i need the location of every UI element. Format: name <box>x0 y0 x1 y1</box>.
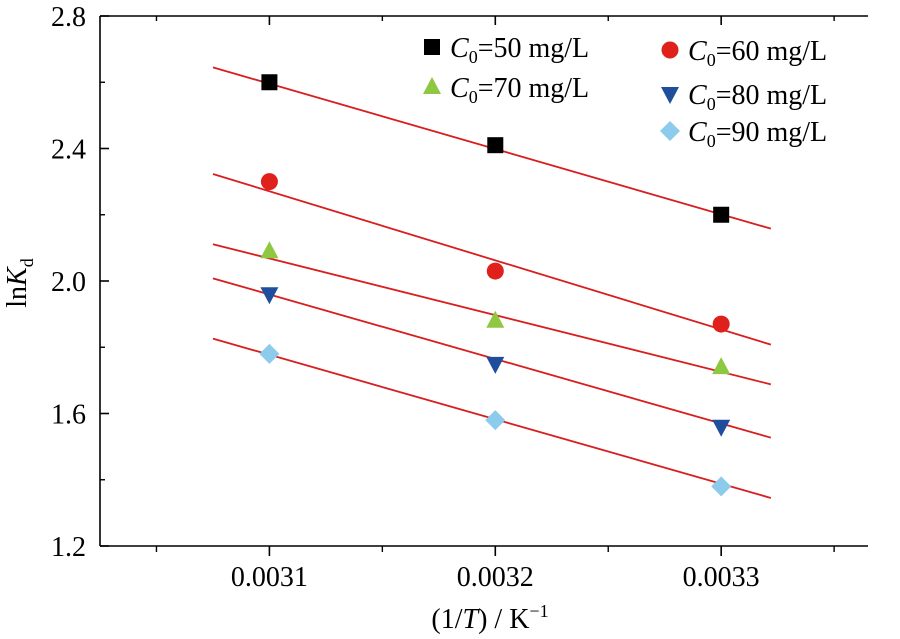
fit-line-series-2 <box>212 243 772 386</box>
legend-label-series-0: C0=50 mg/L <box>450 33 589 67</box>
data-point-series-1 <box>712 315 730 333</box>
y-tick-label: 1.6 <box>51 400 86 431</box>
data-point-series-1 <box>260 173 278 191</box>
data-point-series-2 <box>260 241 279 259</box>
data-point-series-0 <box>487 137 504 154</box>
data-point-series-0 <box>261 74 278 91</box>
legend-marker-series-4 <box>660 121 680 141</box>
legend-marker-series-3 <box>661 87 679 104</box>
data-point-series-1 <box>486 262 504 280</box>
data-point-series-3 <box>260 287 279 305</box>
axes: 1.2 1.6 2.0 2.4 2.8 0.0031 0.0032 0.0033 <box>51 2 868 593</box>
markers <box>259 74 732 497</box>
legend-label-series-4: C0=90 mg/L <box>688 117 827 151</box>
x-tick-label: 0.0032 <box>457 562 534 593</box>
data-point-series-4 <box>711 476 732 497</box>
data-point-series-0 <box>713 206 730 223</box>
y-axis-label: lnKd <box>2 258 37 307</box>
legend-marker-series-1 <box>661 41 679 59</box>
legend-marker-series-0 <box>424 39 440 55</box>
legend-label-series-2: C0=70 mg/L <box>450 73 589 107</box>
legend: C0=50 mg/L C0=60 mg/L C0=70 mg/L C0=80 mg/L… <box>423 33 827 151</box>
y-tick-label: 2.0 <box>51 267 86 298</box>
y-tick-label: 1.2 <box>51 532 86 563</box>
data-point-series-3 <box>486 356 505 374</box>
legend-marker-series-2 <box>423 77 441 94</box>
x-tick-label: 0.0033 <box>683 562 760 593</box>
x-axis-label: (1/T) / K−1 <box>431 601 548 635</box>
data-point-series-2 <box>486 310 505 328</box>
data-point-series-2 <box>712 357 731 375</box>
data-point-series-4 <box>259 343 280 364</box>
data-point-series-4 <box>485 410 506 431</box>
legend-label-series-1: C0=60 mg/L <box>688 36 827 70</box>
data-point-series-3 <box>712 419 731 437</box>
x-tick-label: 0.0031 <box>231 562 308 593</box>
y-tick-label: 2.4 <box>51 135 86 166</box>
fit-line-series-1 <box>212 173 772 346</box>
legend-label-series-3: C0=80 mg/L <box>688 80 827 114</box>
y-tick-label: 2.8 <box>51 2 86 33</box>
